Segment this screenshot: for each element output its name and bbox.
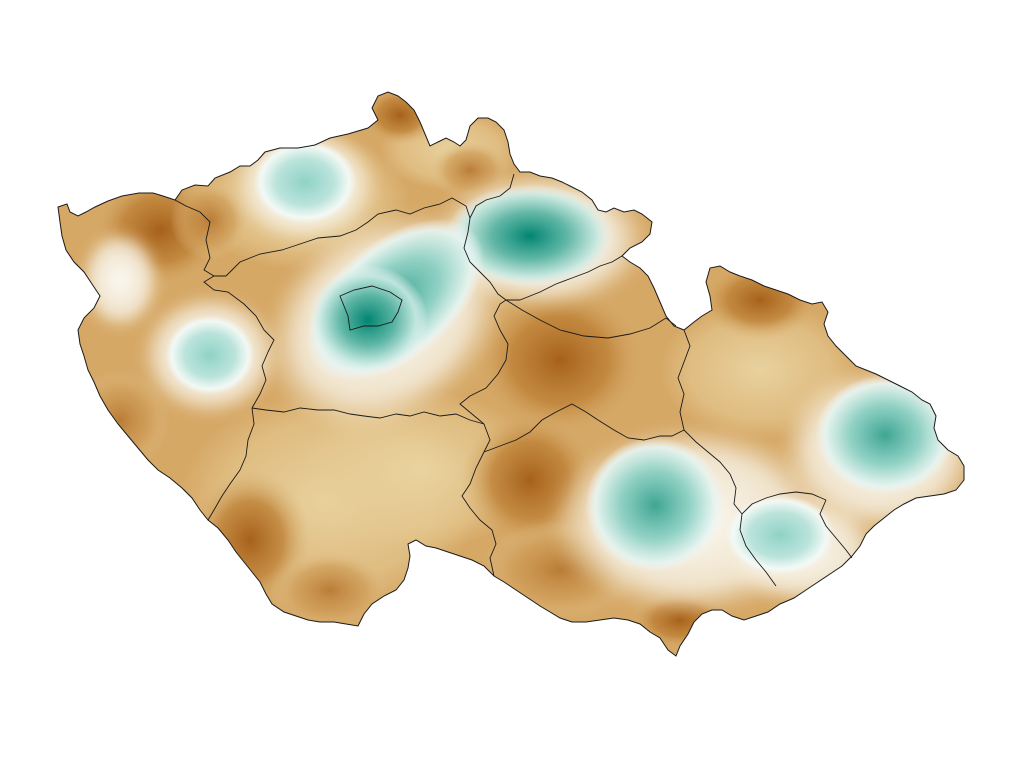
border-jihocesky-vysocina [461, 423, 497, 577]
border-stredocesky-jihocesky [251, 407, 485, 425]
border-olomoucky-jihomoravsky [683, 429, 827, 515]
border-stredocesky-plzensky [251, 351, 269, 409]
border-zlinsky-moravskoslezsky [819, 499, 853, 559]
border-stredocesky-vysocina [459, 299, 509, 425]
border-vysocina-pardubicky [483, 403, 685, 453]
border-liberecky-hradecky [519, 255, 623, 301]
border-jihomoravsky-zlinsky [739, 513, 777, 587]
border-pardubicky-hradecky [505, 299, 677, 339]
border-karlovarsky-ustecky [174, 199, 226, 277]
border-ustecky-liberecky [469, 173, 515, 219]
border-karlovarsky-plzensky [203, 275, 275, 353]
border-pardubicky-olomoucky [677, 329, 691, 431]
border-liberecky-stredocesky [463, 217, 520, 301]
border-praha [339, 285, 403, 331]
border-ustecky-stredocesky [225, 197, 471, 277]
border-plzensky-jihocesky [207, 407, 255, 521]
region-borders [174, 173, 853, 587]
